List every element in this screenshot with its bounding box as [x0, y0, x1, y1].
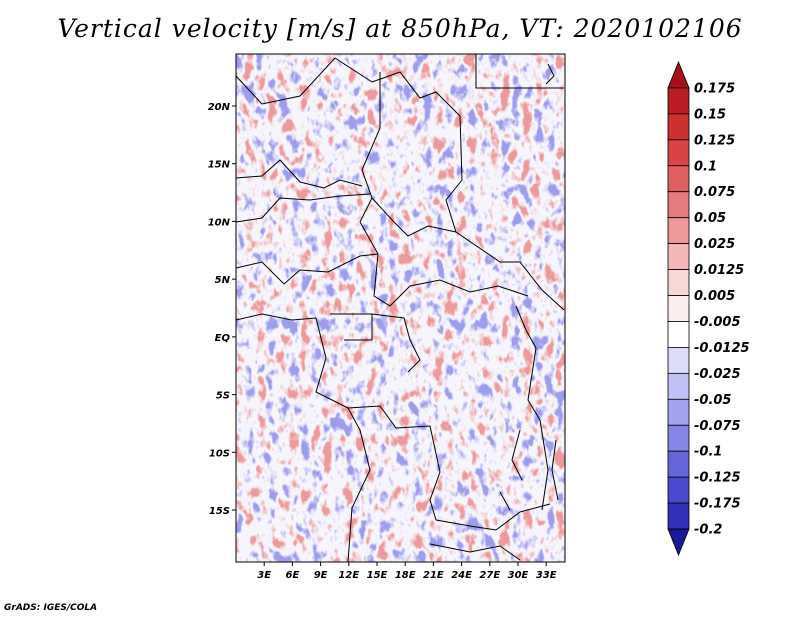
colorbar-swatch — [667, 372, 690, 400]
colorbar-label: -0.125 — [694, 471, 741, 486]
latitude-axis: 20N 15N 10N 5N EQ 5S 10S 15S — [208, 102, 236, 517]
lon-tick-label: 9E — [314, 570, 328, 581]
longitude-axis: 3E 6E 9E 12E 15E 18E 21E 24E 27E 30E 33E — [257, 562, 557, 581]
colorbar-label: 0.125 — [694, 133, 735, 148]
colorbar-swatch — [667, 60, 690, 89]
colorbar-label: 0.175 — [694, 81, 735, 96]
colorbar-swatch — [667, 295, 690, 322]
colorbar-swatch — [667, 243, 690, 270]
colorbar-swatch — [667, 87, 690, 115]
lon-tick-label: 3E — [257, 570, 271, 581]
lat-tick-label: 5S — [216, 391, 230, 402]
lon-tick-label: 24E — [451, 570, 472, 581]
colorbar-label: 0.1 — [694, 159, 717, 174]
lon-tick-label: 12E — [338, 570, 359, 581]
colorbar-label: 0.0125 — [694, 263, 744, 278]
colorbar-swatch — [667, 191, 690, 219]
colorbar-swatch — [667, 502, 690, 530]
colorbar-swatch — [667, 321, 690, 348]
lat-tick-label: EQ — [215, 333, 231, 344]
colorbar-label: -0.05 — [694, 393, 731, 408]
map-title: Vertical velocity [m/s] at 850hPa, VT: 2… — [57, 14, 743, 43]
colorbar-label: -0.2 — [694, 523, 722, 538]
colorbar-swatch — [667, 398, 690, 426]
grads-credit: GrADS: IGES/COLA — [4, 603, 98, 613]
colorbar-swatch — [667, 217, 690, 245]
colorbar-label: -0.005 — [694, 315, 741, 330]
colorbar-swatch — [667, 347, 690, 374]
colorbar-label: 0.05 — [694, 211, 726, 226]
country-borders — [235, 54, 565, 563]
colorbar-swatch — [667, 450, 690, 478]
colorbar-label: 0.025 — [694, 237, 735, 252]
lon-tick-label: 6E — [286, 570, 300, 581]
lon-tick-label: 21E — [423, 570, 444, 581]
map-frame — [235, 53, 566, 563]
colorbar-label: 0.15 — [694, 107, 726, 122]
colorbar-swatch — [667, 424, 690, 452]
lat-tick-label: 20N — [208, 102, 231, 113]
lat-tick-label: 5N — [215, 275, 231, 286]
lat-tick-label: 15N — [208, 160, 231, 171]
colorbar-label: -0.025 — [694, 367, 741, 382]
colorbar-label: -0.0125 — [694, 341, 750, 356]
lat-tick-label: 10N — [208, 217, 231, 228]
colorbar-swatch — [667, 139, 690, 167]
colorbar-label: -0.175 — [694, 497, 741, 512]
lat-tick-label: 15S — [209, 506, 230, 517]
lon-tick-label: 15E — [367, 570, 388, 581]
colorbar-label: -0.1 — [694, 445, 722, 460]
colorbar-swatch — [667, 476, 690, 504]
lon-tick-label: 27E — [479, 570, 500, 581]
lon-tick-label: 30E — [508, 570, 529, 581]
lat-tick-label: 10S — [209, 448, 230, 459]
colorbar-label: 0.005 — [694, 289, 735, 304]
colorbar-swatch — [667, 269, 690, 296]
lon-tick-label: 33E — [536, 570, 557, 581]
colorbar-label: 0.075 — [694, 185, 735, 200]
colorbar-swatch — [667, 528, 690, 557]
colorbar: 0.175 0.15 0.125 0.1 0.075 0.05 0.025 0.0125 0.0… — [667, 60, 750, 557]
colorbar-swatch — [667, 113, 690, 141]
velocity-field — [236, 54, 565, 562]
lon-tick-label: 18E — [395, 570, 416, 581]
colorbar-label: -0.075 — [694, 419, 741, 434]
colorbar-swatch — [667, 165, 690, 193]
